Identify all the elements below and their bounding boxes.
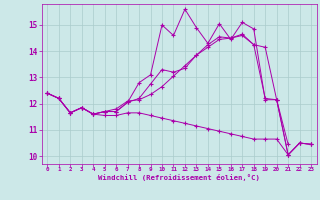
X-axis label: Windchill (Refroidissement éolien,°C): Windchill (Refroidissement éolien,°C)	[98, 174, 260, 181]
